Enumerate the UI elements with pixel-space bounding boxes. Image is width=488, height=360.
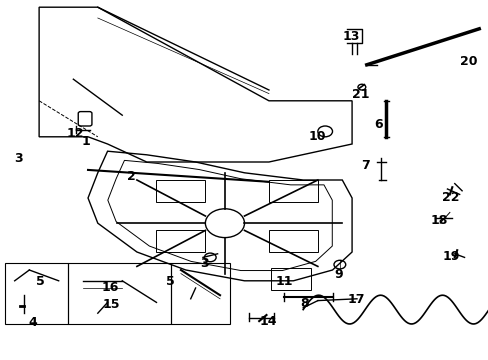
Bar	[156, 180, 205, 202]
Text: 3: 3	[200, 257, 208, 270]
Text: 20: 20	[459, 55, 476, 68]
Text: 5: 5	[165, 275, 174, 288]
Text: 8: 8	[299, 297, 308, 310]
Text: 15: 15	[102, 298, 120, 311]
Bar	[268, 180, 317, 202]
Text: 16: 16	[101, 281, 119, 294]
Text: 12: 12	[67, 127, 84, 140]
Text: 17: 17	[346, 293, 364, 306]
Text: 7: 7	[361, 159, 369, 172]
Bar	[268, 230, 317, 252]
Text: 10: 10	[307, 130, 325, 143]
Text: 18: 18	[429, 214, 447, 227]
Text: 11: 11	[275, 275, 293, 288]
Text: 22: 22	[441, 191, 459, 204]
Text: 19: 19	[441, 250, 459, 263]
Text: 2: 2	[126, 170, 135, 183]
Text: 9: 9	[333, 268, 342, 281]
Text: 14: 14	[259, 315, 276, 328]
Text: 13: 13	[342, 30, 359, 43]
Text: 6: 6	[374, 118, 383, 131]
Text: 21: 21	[351, 88, 369, 101]
Text: 4: 4	[29, 316, 38, 329]
Text: 5: 5	[36, 275, 45, 288]
Text: 1: 1	[81, 135, 90, 148]
Bar	[156, 230, 205, 252]
Text: 3: 3	[14, 152, 23, 165]
